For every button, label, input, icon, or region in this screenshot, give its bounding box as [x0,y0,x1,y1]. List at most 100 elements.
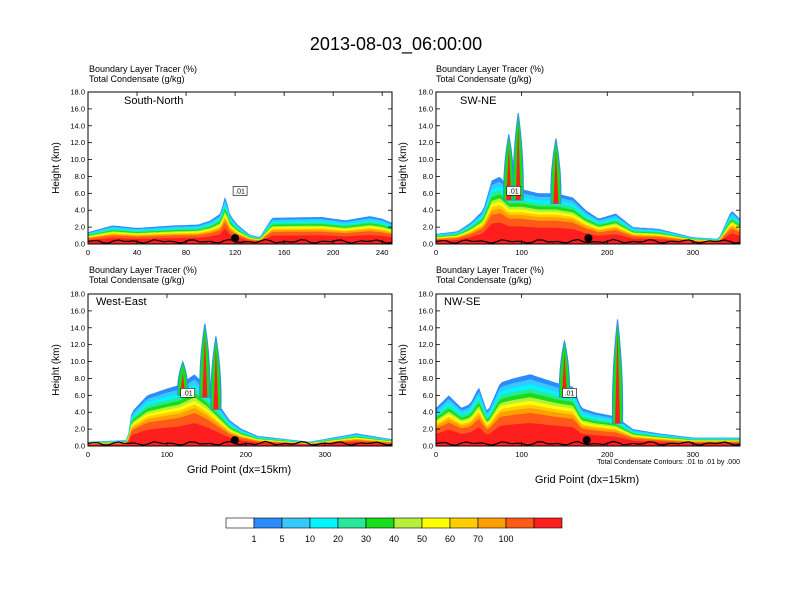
panel-title-line-2: Total Condensate (g/kg) [436,275,532,285]
x-tick-label: 120 [229,248,242,257]
y-tick-label: 18.0 [70,290,85,299]
x-tick-label: 300 [687,248,700,257]
location-marker [230,436,239,445]
x-tick-label: 200 [601,450,614,459]
tracer-band-11 [436,222,740,244]
y-tick-label: 0.0 [75,240,85,249]
convective-core [561,352,567,398]
colorbar-swatch [505,517,535,529]
contour-label-box [562,388,577,398]
panel-west-east: Boundary Layer Tracer (%) Total Condensa… [51,265,393,476]
x-tick-label: 160 [278,248,291,257]
y-tick-label: 0.0 [75,442,85,451]
y-tick-label: 14.0 [70,121,85,130]
location-marker [231,234,240,243]
contour-label-box [506,186,522,196]
tracer-field [436,319,740,446]
location-marker [582,436,591,445]
colorbar-label: 10 [305,534,315,544]
x-tick-label: 0 [434,248,438,257]
colorbar-label: 70 [473,534,483,544]
colorbar-label: 20 [333,534,343,544]
y-tick-label: 10.0 [418,155,433,164]
y-tick-label: 14.0 [418,323,433,332]
y-tick-label: 6.0 [75,189,85,198]
y-tick-label: 18.0 [70,88,85,97]
tracer-field [88,196,392,244]
x-tick-label: 100 [515,450,528,459]
convective-core [213,348,219,410]
y-tick-label: 12.0 [70,340,85,349]
y-tick-label: 6.0 [423,189,433,198]
panel-title-line-1: Boundary Layer Tracer (%) [436,265,544,275]
colorbar-label: 40 [389,534,399,544]
colorbar-legend: 1 5 10 20 30 40 50 60 70 100 [225,517,563,544]
terrain-line [88,238,392,244]
colorbar-swatch [421,517,451,529]
panel-title-line-2: Total Condensate (g/kg) [89,74,185,84]
location-marker [584,234,593,243]
panel-name-label: SW-NE [460,95,496,107]
y-tick-label: 8.0 [75,374,85,383]
y-tick-label: 8.0 [423,374,433,383]
x-tick-label: 100 [515,248,528,257]
tracer-band-11 [88,228,392,244]
y-tick-label: 12.0 [70,138,85,147]
plot-area: .01 0 100 200 300 0.0 2.0 4.0 6.0 8.0 10.0 12.0 14.0… [418,88,741,257]
plot-area: .01 0 40 80 120 160 200 240 0.0 2.0 4.0 6.0 8.0 10.0 1… [70,88,393,257]
y-axis-label: Height (km) [51,142,62,194]
y-axis-label: Height (km) [398,142,409,194]
y-tick-label: 10.0 [70,357,85,366]
panel-nw-se: Boundary Layer Tracer (%) Total Condensa… [398,265,741,486]
y-tick-label: 12.0 [418,138,433,147]
tracer-field [88,323,392,446]
colorbar-swatch [533,517,563,529]
panel-title-line-2: Total Condensate (g/kg) [436,74,532,84]
colorbar-label: 30 [361,534,371,544]
panel-sw-ne: Boundary Layer Tracer (%) Total Condensa… [398,64,741,257]
panel-name-label: South-North [124,95,183,107]
y-tick-label: 14.0 [418,121,433,130]
x-tick-label: 0 [86,248,90,257]
x-tick-label: 200 [601,248,614,257]
colorbar-swatch [393,517,423,529]
y-tick-label: 2.0 [75,223,85,232]
panel-name-label: West-East [96,296,147,308]
plot-area: .01 0 100 200 300 0.0 2.0 4.0 6.0 8.0 10.0 12.0 14.0… [70,290,393,459]
y-tick-label: 0.0 [423,442,433,451]
y-tick-label: 10.0 [70,155,85,164]
contour-label-box [232,186,248,196]
y-tick-label: 6.0 [423,391,433,400]
panel-title-line-1: Boundary Layer Tracer (%) [89,265,197,275]
colorbar-swatch [449,517,479,529]
convective-core [515,125,521,201]
convective-core [202,335,208,398]
convective-core [615,331,621,424]
x-tick-label: 200 [240,450,253,459]
x-tick-label: 100 [161,450,174,459]
convective-core [553,150,559,204]
y-tick-label: 10.0 [418,357,433,366]
plot-frame [435,293,741,447]
x-tick-label: 80 [182,248,190,257]
x-tick-label: 0 [434,450,438,459]
contour-label-box [180,388,196,398]
y-tick-label: 2.0 [75,425,85,434]
y-tick-label: 2.0 [423,223,433,232]
colorbar-swatch [477,517,507,529]
colorbar-swatch [225,517,255,529]
y-tick-label: 4.0 [75,206,85,215]
panel-title-line-1: Boundary Layer Tracer (%) [436,64,544,74]
colorbar-label: 5 [279,534,284,544]
contour-label: .01 [509,188,519,195]
x-axis-label: Grid Point (dx=15km) [535,474,639,486]
colorbar-swatch [281,517,311,529]
colorbar-label: 50 [417,534,427,544]
contour-label: .01 [565,390,575,397]
tracer-field [436,113,740,244]
y-tick-label: 8.0 [75,172,85,181]
colorbar-label: 100 [498,534,513,544]
y-tick-label: 16.0 [70,306,85,315]
terrain-line [436,440,740,446]
